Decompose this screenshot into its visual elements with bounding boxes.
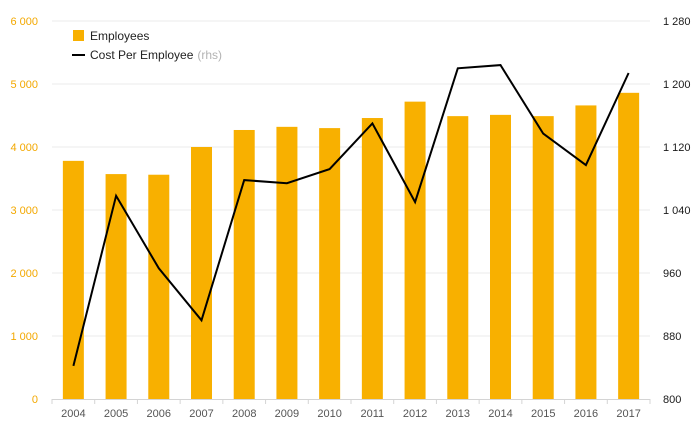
x-tick-label: 2011 xyxy=(361,408,385,420)
right-tick-label: 1 040 xyxy=(663,205,691,217)
x-tick-label: 2010 xyxy=(317,408,341,420)
left-tick-label: 6 000 xyxy=(10,16,38,28)
left-tick-label: 1 000 xyxy=(10,331,38,343)
bar-employees xyxy=(191,147,212,399)
bar-employees xyxy=(532,116,554,399)
bar-employees xyxy=(575,105,597,400)
left-tick-label: 3 000 xyxy=(10,205,38,217)
cost-per-employee-line-series xyxy=(72,64,630,367)
employees-bars xyxy=(62,92,640,400)
x-tick-label: 2012 xyxy=(403,408,427,420)
bar-employees xyxy=(490,114,511,400)
x-tick-label: 2008 xyxy=(232,408,256,420)
legend-label-cost-per-employee: Cost Per Employee xyxy=(90,48,194,62)
legend-label-employees: Employees xyxy=(90,29,149,43)
bar-employees xyxy=(618,92,640,399)
axes: 0 1 000 2 000 3 000 4 000 5 000 6 000 800 880 960… xyxy=(10,16,690,420)
x-tick-label: 2004 xyxy=(61,408,85,420)
x-tick-label: 2009 xyxy=(275,408,299,420)
bar-employees xyxy=(361,118,383,400)
right-tick-label: 1 280 xyxy=(663,16,691,28)
x-tick-label: 2015 xyxy=(531,408,555,420)
x-tick-label: 2014 xyxy=(488,408,512,420)
right-tick-label: 1 120 xyxy=(663,142,691,154)
right-tick-label: 1 200 xyxy=(663,79,691,91)
bar-employees xyxy=(447,116,469,399)
bar-employees xyxy=(319,128,341,399)
left-tick-label: 4 000 xyxy=(10,142,38,154)
left-tick-label: 0 xyxy=(32,394,38,406)
legend: Employees Cost Per Employee (rhs) xyxy=(72,29,222,62)
left-tick-label: 5 000 xyxy=(10,79,38,91)
x-tick-label: 2013 xyxy=(446,408,470,420)
x-tick-label: 2016 xyxy=(574,408,598,420)
bar-employees xyxy=(276,126,298,399)
left-tick-label: 2 000 xyxy=(10,268,38,280)
bar-employees xyxy=(105,174,127,399)
right-tick-label: 960 xyxy=(663,268,681,280)
x-tick-label: 2006 xyxy=(147,408,171,420)
right-tick-label: 880 xyxy=(663,331,681,343)
bar-employees xyxy=(148,174,170,399)
right-tick-label: 800 xyxy=(663,394,681,406)
bar-employees xyxy=(404,101,426,399)
line-cost-per-employee xyxy=(72,64,630,367)
bar-employees xyxy=(233,129,255,400)
x-tick-label: 2007 xyxy=(189,408,213,420)
bar-employees xyxy=(62,160,84,399)
svg-text:Cost Per Employee(rhs): Cost Per Employee (rhs) xyxy=(90,48,222,62)
x-tick-label: 2017 xyxy=(616,408,640,420)
legend-swatch-employees xyxy=(73,30,84,41)
legend-label-rhs-suffix: (rhs) xyxy=(197,48,222,62)
x-tick-label: 2005 xyxy=(104,408,128,420)
gridlines xyxy=(52,20,650,337)
